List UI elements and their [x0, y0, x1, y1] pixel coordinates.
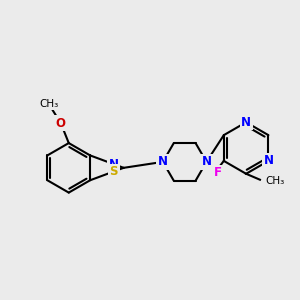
Text: CH₃: CH₃ — [265, 176, 284, 186]
Text: O: O — [56, 117, 66, 130]
Text: N: N — [241, 116, 251, 129]
Text: N: N — [108, 158, 118, 171]
Text: N: N — [263, 154, 273, 167]
Text: S: S — [109, 165, 118, 178]
Text: CH₃: CH₃ — [39, 99, 58, 110]
Text: F: F — [214, 166, 222, 179]
Text: N: N — [158, 155, 168, 168]
Text: N: N — [202, 155, 212, 168]
